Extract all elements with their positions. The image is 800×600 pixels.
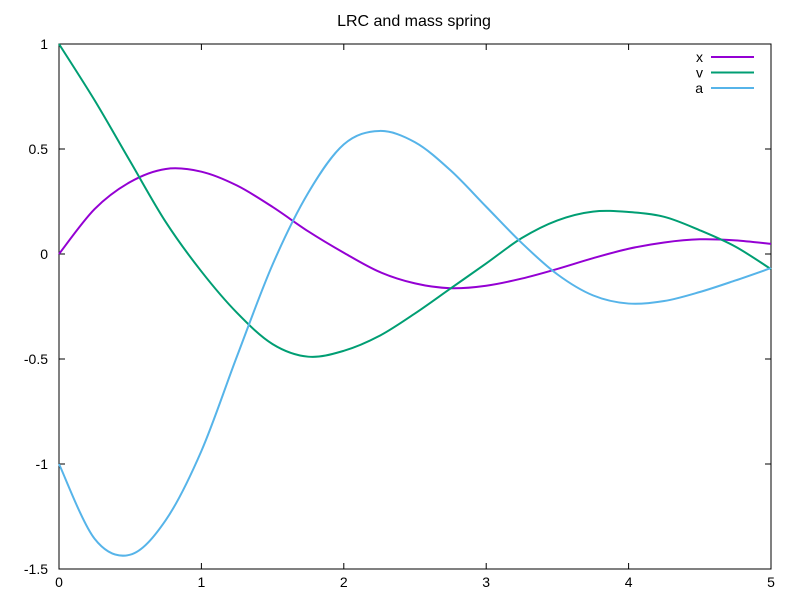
- legend-label: v: [696, 65, 703, 81]
- y-tick-label: 1: [40, 36, 48, 52]
- chart-title: LRC and mass spring: [337, 13, 491, 30]
- x-tick-label: 2: [340, 574, 348, 590]
- series-line-x: [58, 167, 772, 290]
- x-tick-label: 3: [482, 574, 490, 590]
- plot-frame: [58, 43, 772, 570]
- axis-ticks: [58, 43, 772, 570]
- y-tick-label: -1: [36, 456, 49, 472]
- legend: xva: [695, 49, 754, 96]
- x-tick-label: 1: [198, 574, 206, 590]
- series-line-a: [58, 129, 772, 557]
- series-line-v: [58, 43, 772, 358]
- y-tick-label: -1.5: [24, 561, 48, 577]
- legend-label: a: [695, 80, 703, 96]
- series-lines: [58, 43, 772, 557]
- y-tick-label: -0.5: [24, 351, 48, 367]
- y-tick-label: 0.5: [29, 141, 49, 157]
- x-tick-label: 0: [55, 574, 63, 590]
- x-tick-label: 4: [625, 574, 633, 590]
- x-tick-label: 5: [767, 574, 775, 590]
- legend-label: x: [696, 49, 703, 65]
- y-tick-label: 0: [40, 246, 48, 262]
- axis-tick-labels: 0 1 2 3 4 5 -1.5 -1 -0.5 0 0.5 1: [24, 36, 775, 590]
